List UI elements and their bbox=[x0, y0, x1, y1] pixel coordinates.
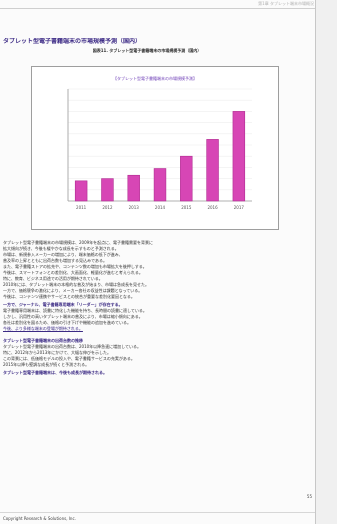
highlight-text: タブレット型電子書籍端末は、今後も成長が期待される。 bbox=[3, 370, 107, 375]
chart-x-tick-label: 2015 bbox=[181, 205, 192, 210]
highlight-text: タブレット型電子書籍端末の出荷台数の推移 bbox=[3, 338, 83, 343]
paragraph-line: 一方で、価格競争の激化により、メーカー各社の収益性は課題となっている。 bbox=[3, 288, 143, 293]
chart-bar bbox=[74, 180, 88, 202]
paragraph-line: 2015年以降も堅調な成長が続くと予測される。 bbox=[3, 362, 90, 367]
footer-text: Copyright Research & Solutions, Inc. bbox=[3, 516, 76, 521]
paragraph-line: 拡大傾向が続き、今後も緩やかな成長を示すものと予測される。 bbox=[3, 246, 119, 251]
chart-bar bbox=[153, 168, 167, 202]
right-page-edge bbox=[315, 0, 337, 524]
paragraph-line: 市場は、新規参入メーカーの増加により、端末価格の低下が進み、 bbox=[3, 252, 123, 257]
chart-x-tick-label: 2011 bbox=[76, 205, 87, 210]
paragraph-line: また、電子書籍ストアの拡充や、コンテンツ数の増加も市場拡大を後押しする。 bbox=[3, 264, 147, 269]
chart-bar bbox=[206, 139, 219, 202]
paragraph-line: 各社は差別化を図るため、価格の引き下げや機能の追加を進めている。 bbox=[3, 320, 131, 325]
paragraph-line: 電子書籍専用端末は、読書に特化した機能を持ち、長時間の読書に適している。 bbox=[3, 308, 147, 313]
highlight-text: 一方で、ジャーナル、電子書籍専用端末「リーダー」が存在する。 bbox=[3, 302, 123, 307]
chart-x-tick-label: 2017 bbox=[234, 205, 245, 210]
figure-caption: 図表11. タブレット型電子書籍端末の市場規模予測（国内） bbox=[92, 48, 202, 53]
paragraph-line: しかし、汎用性の高いタブレット端末の普及により、市場は縮小傾向にある。 bbox=[3, 314, 143, 319]
header-rule bbox=[0, 8, 316, 9]
chart-x-tick-label: 2012 bbox=[102, 205, 113, 210]
footer-rule bbox=[0, 512, 316, 513]
chart-bar bbox=[232, 111, 246, 202]
paragraph-line: この背景には、低価格モデルの投入や、電子書籍サービスの充実がある。 bbox=[3, 356, 135, 361]
paragraph-line: 今後は、スマートフォンとの差別化、大画面化、軽量化が進むと考えられる。 bbox=[3, 270, 143, 275]
chart-bar bbox=[101, 178, 114, 202]
paragraph-line: 普及率の上昇とともに出荷台数も増加する見込みである。 bbox=[3, 258, 107, 263]
paragraph-line: 特に、教育、ビジネス用途での活用が期待されている。 bbox=[3, 276, 103, 281]
market-size-chart: 2011 2012 2013 2014 2015 2016 2017 bbox=[67, 88, 252, 210]
page-number: 55 bbox=[306, 494, 312, 499]
paragraph-line: 特に、2012年から2013年にかけて、大幅な伸びを示した。 bbox=[3, 350, 112, 355]
chart-container: 【タブレット型電子書籍端末の市場規模予測】 2011 2012 2013 2014 20… bbox=[31, 66, 279, 230]
chart-x-tick-label: 2014 bbox=[155, 205, 166, 210]
chart-title: 【タブレット型電子書籍端末の市場規模予測】 bbox=[113, 76, 197, 81]
section-title: タブレット型電子書籍端末の市場規模予測（国内） bbox=[3, 38, 142, 45]
underlined-sentence: 今後、より多様な端末の登場が期待される。 bbox=[3, 326, 83, 331]
paragraph-line: 今後は、コンテンツ連携やサービスとの統合が重要な差別化要因となる。 bbox=[3, 294, 135, 299]
chart-bar bbox=[180, 155, 193, 202]
paragraph-line: 2010年には、タブレット端末の本格的な普及が始まり、市場は急成長を見せた。 bbox=[3, 282, 150, 287]
paragraph-line: タブレット型電子書籍端末の市場規模は、2009年を起点に、電子書籍需要を背景に bbox=[3, 240, 154, 245]
chart-x-tick-label: 2013 bbox=[129, 205, 140, 210]
header-text: 第1章 タブレット端末市場概況 bbox=[258, 1, 314, 6]
chart-bar bbox=[127, 174, 140, 202]
chart-x-tick-label: 2016 bbox=[207, 205, 218, 210]
paragraph-line: タブレット型電子書籍端末の出荷台数は、2010年以降急速に増加している。 bbox=[3, 344, 142, 349]
